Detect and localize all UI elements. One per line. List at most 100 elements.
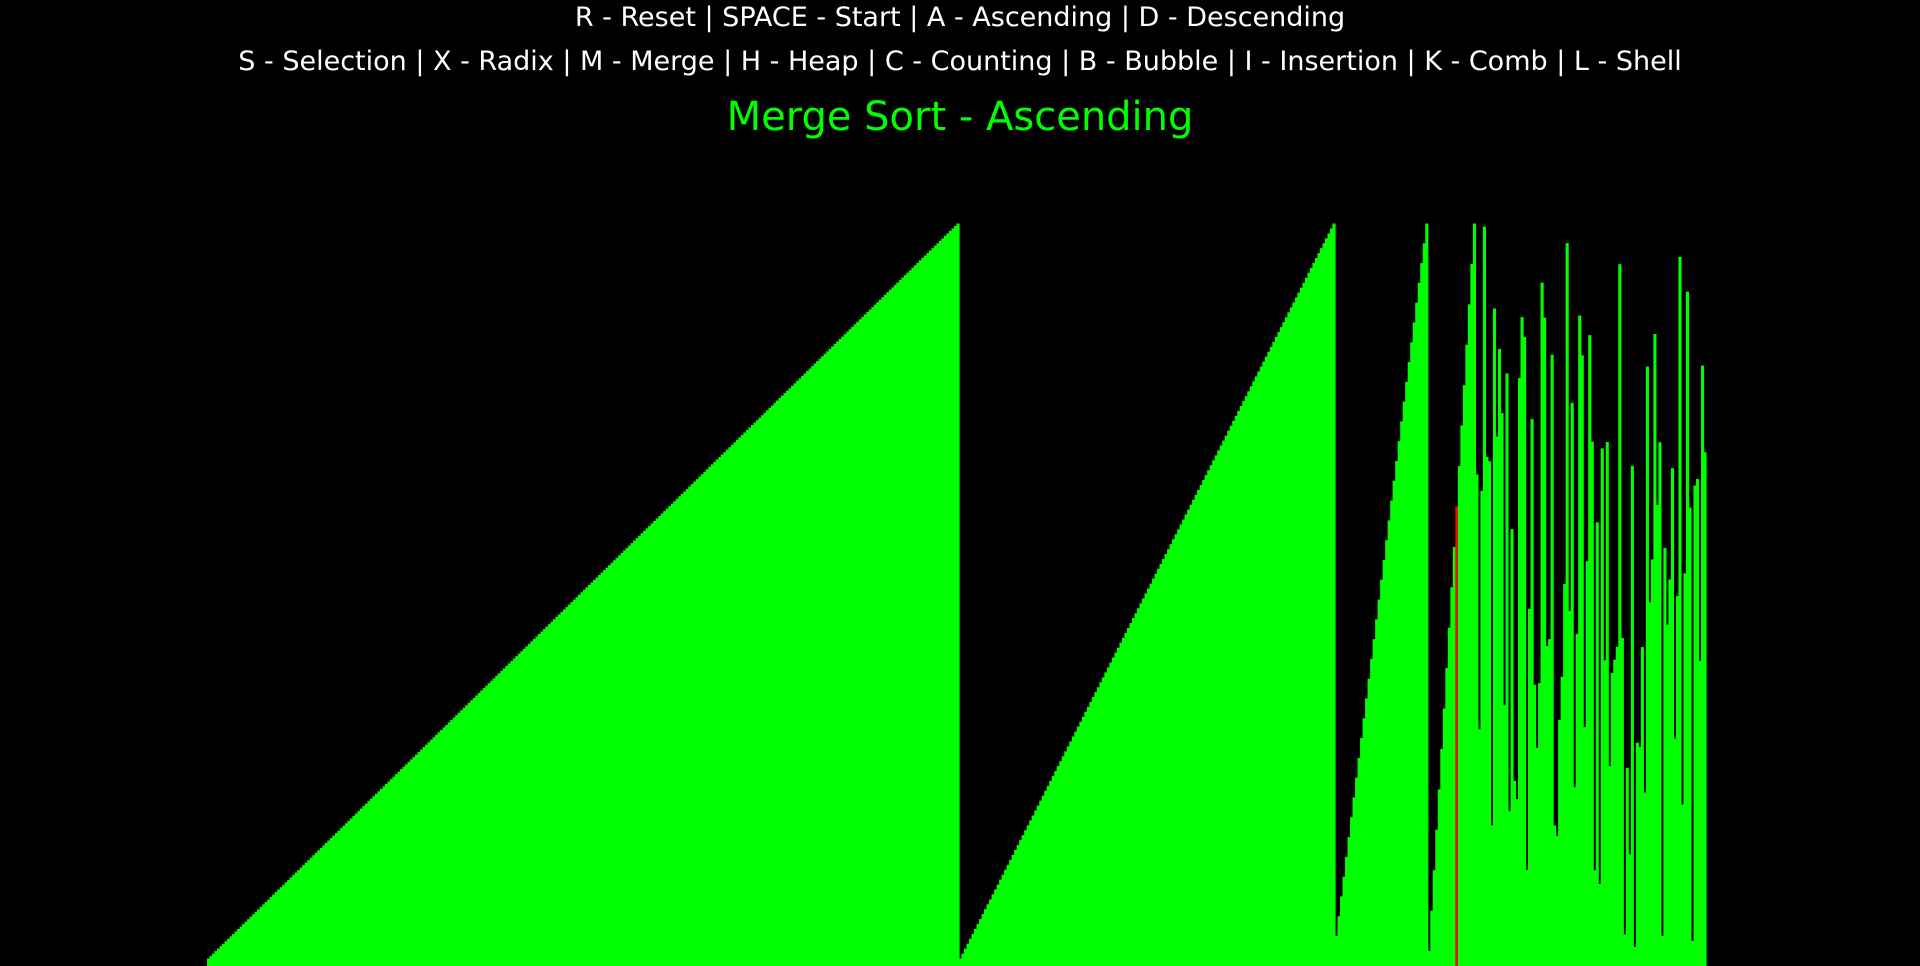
array-bar xyxy=(1264,356,1268,966)
array-bar xyxy=(1432,870,1436,966)
array-bar xyxy=(964,948,968,966)
array-bar xyxy=(1548,639,1552,966)
array-bar xyxy=(1121,637,1126,966)
array-bar xyxy=(555,616,559,966)
array-bar xyxy=(861,316,865,966)
array-bar xyxy=(948,230,953,966)
array-bar xyxy=(467,702,471,966)
array-bar xyxy=(1380,579,1384,966)
array-bar xyxy=(1678,256,1682,966)
array-bar xyxy=(440,729,444,966)
array-bar xyxy=(242,924,246,966)
array-bar xyxy=(1147,588,1151,966)
array-bar xyxy=(630,543,634,966)
array-bar xyxy=(1407,362,1411,966)
array-bar xyxy=(1625,767,1629,966)
array-bar xyxy=(1583,727,1587,966)
array-bar xyxy=(1214,455,1218,966)
array-bar xyxy=(638,535,642,966)
array-bar xyxy=(1575,633,1579,966)
array-bar xyxy=(415,754,419,966)
array-bar xyxy=(1249,386,1253,966)
array-bar xyxy=(512,658,516,966)
array-bar xyxy=(713,461,717,966)
array-bar xyxy=(1618,264,1622,966)
array-bar xyxy=(480,690,484,966)
array-bar xyxy=(1254,376,1258,966)
array-bar xyxy=(843,334,847,966)
array-bar xyxy=(472,697,476,966)
array-bar xyxy=(482,688,486,966)
array-bar xyxy=(289,877,293,966)
array-bar xyxy=(259,906,263,966)
array-bar xyxy=(1154,573,1158,966)
array-bar xyxy=(1500,413,1504,966)
array-bar xyxy=(931,248,935,966)
array-bar xyxy=(1515,798,1519,966)
array-bar xyxy=(1116,647,1121,966)
array-bar xyxy=(1600,448,1604,966)
array-bar xyxy=(1199,484,1203,966)
array-bar xyxy=(317,850,321,966)
array-bar xyxy=(888,289,892,966)
array-bar xyxy=(1593,870,1597,966)
array-bar xyxy=(1518,378,1522,966)
array-bar xyxy=(1259,366,1263,966)
array-bar xyxy=(1139,603,1143,966)
array-bar xyxy=(1091,697,1095,966)
array-bar xyxy=(1680,804,1685,966)
array-bar xyxy=(1558,719,1562,966)
array-bar xyxy=(1595,522,1599,966)
array-bar xyxy=(450,720,454,966)
array-bar xyxy=(600,572,604,966)
array-bar xyxy=(277,889,281,966)
array-bar xyxy=(344,823,348,966)
array-bar xyxy=(1134,613,1138,966)
array-bar xyxy=(1064,751,1068,966)
array-bar xyxy=(715,459,719,966)
array-bar xyxy=(214,951,218,966)
array-bar xyxy=(349,818,353,966)
array-bar xyxy=(1294,297,1299,966)
array-bar xyxy=(986,904,990,966)
array-bar xyxy=(808,368,812,966)
array-bar xyxy=(1415,302,1419,966)
array-bar xyxy=(1314,258,1319,966)
array-bar xyxy=(1194,494,1198,966)
array-bar xyxy=(760,415,765,966)
array-bar xyxy=(979,919,983,966)
array-bar xyxy=(1512,780,1517,966)
array-bar xyxy=(981,914,985,966)
array-bar xyxy=(1309,267,1314,966)
array-bar xyxy=(1244,396,1248,966)
array-bar xyxy=(668,506,672,966)
array-bar xyxy=(1695,478,1700,966)
array-bar xyxy=(430,739,434,966)
array-bar xyxy=(294,872,298,966)
array-bar xyxy=(1317,253,1321,966)
array-bar xyxy=(297,870,301,966)
array-bar xyxy=(1197,489,1201,966)
array-bar xyxy=(1543,317,1547,966)
array-bar xyxy=(1693,485,1697,966)
array-bar xyxy=(1189,504,1193,966)
array-bar xyxy=(1585,561,1589,966)
array-bar xyxy=(1615,646,1619,966)
array-bar xyxy=(858,319,862,966)
array-bar xyxy=(826,351,830,966)
array-bar xyxy=(1655,504,1659,966)
array-bar xyxy=(776,400,780,966)
array-bar xyxy=(1001,874,1005,966)
array-bar xyxy=(312,855,316,966)
array-bar xyxy=(1412,322,1416,966)
array-bar xyxy=(1683,573,1687,966)
array-bar xyxy=(1061,756,1065,966)
array-bar xyxy=(1445,668,1449,966)
array-bar xyxy=(282,884,286,966)
array-bar xyxy=(1111,657,1116,966)
array-bar xyxy=(1247,391,1251,966)
array-bar xyxy=(1074,731,1078,966)
array-bar xyxy=(1169,544,1173,966)
array-bar xyxy=(427,742,431,966)
